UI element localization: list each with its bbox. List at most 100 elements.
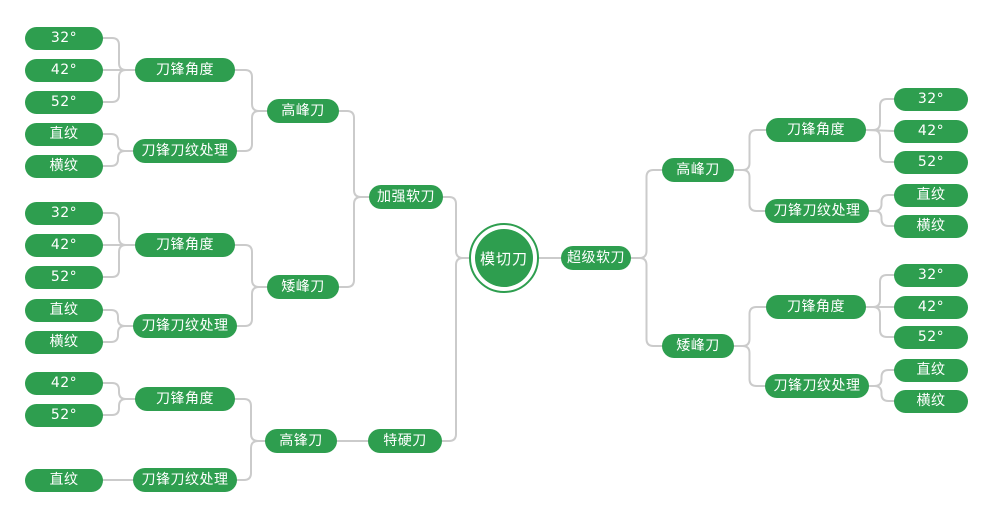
connector-afd-l-b-tex <box>236 286 268 327</box>
mindmap-node-afd-r[interactable]: 矮峰刀 <box>662 334 734 358</box>
connector-d-tex-d-zhi <box>868 194 895 212</box>
mindmap-node-e-tex[interactable]: 刀锋刀纹处理 <box>765 374 869 398</box>
node-label: 高峰刀 <box>676 162 720 178</box>
node-label: 刀锋角度 <box>787 299 845 315</box>
node-label: 刀锋刀纹处理 <box>141 318 229 334</box>
mindmap-node-gfd-r[interactable]: 高峰刀 <box>662 158 734 182</box>
connector-jqrd-gfd-l1 <box>338 110 370 198</box>
node-label: 42° <box>917 299 945 315</box>
mindmap-node-d-zhi[interactable]: 直纹 <box>894 183 968 207</box>
connector-afd-r-e-tex <box>733 345 766 387</box>
connector-d-angle-d-32 <box>865 98 895 131</box>
node-label: 直纹 <box>49 472 79 488</box>
node-label: 横纹 <box>916 393 946 409</box>
node-label: 52° <box>917 154 945 170</box>
node-label: 42° <box>50 375 78 391</box>
mindmap-node-b-zhi[interactable]: 直纹 <box>25 298 103 322</box>
mindmap-node-a-heng[interactable]: 横纹 <box>25 154 103 178</box>
mindmap-node-c-angle[interactable]: 刀锋角度 <box>135 387 235 411</box>
connector-gfd-r-d-angle <box>733 129 767 171</box>
connector-e-tex-e-heng <box>868 385 895 402</box>
mindmap-node-c-zhi[interactable]: 直纹 <box>25 468 103 492</box>
mindmap-node-b-42[interactable]: 42° <box>25 233 103 257</box>
connector-b-tex-b-heng <box>102 325 134 343</box>
mindmap-node-e-angle[interactable]: 刀锋角度 <box>766 295 866 319</box>
node-label: 32° <box>50 205 78 221</box>
node-label: 42° <box>50 237 78 253</box>
mindmap-node-afd-l[interactable]: 矮峰刀 <box>267 275 339 299</box>
node-label: 52° <box>50 94 78 110</box>
mindmap-node-e-32[interactable]: 32° <box>894 263 968 287</box>
mindmap-node-d-tex[interactable]: 刀锋刀纹处理 <box>765 199 869 223</box>
mindmap-node-d-32[interactable]: 32° <box>894 87 968 111</box>
root-node-inner-circle: 模切刀 <box>475 229 533 287</box>
mindmap-node-b-52[interactable]: 52° <box>25 265 103 289</box>
connector-e-angle-e-32 <box>865 274 895 308</box>
node-label: 高峰刀 <box>281 103 325 119</box>
mindmap-node-d-heng[interactable]: 横纹 <box>894 214 968 238</box>
mindmap-node-b-tex[interactable]: 刀锋刀纹处理 <box>133 314 237 338</box>
mindmap-node-b-heng[interactable]: 横纹 <box>25 330 103 354</box>
connector-gfd-l2-c-tex <box>236 440 266 481</box>
mindmap-node-e-52[interactable]: 52° <box>894 325 968 349</box>
node-label: 刀锋角度 <box>787 122 845 138</box>
connector-afd-r-e-angle <box>733 306 767 347</box>
node-label: 高锋刀 <box>279 433 323 449</box>
connector-gfd-l1-a-angle <box>234 69 268 112</box>
node-label: 42° <box>917 123 945 139</box>
connector-a-angle-a-52 <box>102 69 136 103</box>
connector-a-angle-a-32 <box>102 37 136 71</box>
node-label: 直纹 <box>49 302 79 318</box>
mindmap-node-jqrd[interactable]: 加强软刀 <box>369 185 443 209</box>
node-label: 刀锋刀纹处理 <box>773 378 861 394</box>
node-label: 横纹 <box>49 334 79 350</box>
mindmap-node-a-tex[interactable]: 刀锋刀纹处理 <box>133 139 237 163</box>
mindmap-node-e-zhi[interactable]: 直纹 <box>894 358 968 382</box>
node-label: 52° <box>50 269 78 285</box>
mindmap-node-e-heng[interactable]: 横纹 <box>894 389 968 413</box>
mindmap-node-a-52[interactable]: 52° <box>25 90 103 114</box>
node-label: 矮峰刀 <box>281 279 325 295</box>
connector-b-angle-b-32 <box>102 212 136 246</box>
mindmap-node-d-42[interactable]: 42° <box>894 119 968 143</box>
node-label: 直纹 <box>916 187 946 203</box>
mindmap-node-d-angle[interactable]: 刀锋角度 <box>766 118 866 142</box>
mindmap-node-gfd-l1[interactable]: 高峰刀 <box>267 99 339 123</box>
mindmap-node-a-32[interactable]: 32° <box>25 26 103 50</box>
connector-gfd-l1-a-tex <box>236 110 268 152</box>
node-label: 52° <box>50 407 78 423</box>
mindmap-node-a-42[interactable]: 42° <box>25 58 103 82</box>
node-label: 刀锋角度 <box>156 391 214 407</box>
connector-jqrd-afd-l <box>338 196 370 288</box>
connector-cjrd-afd-r <box>630 257 663 347</box>
connector-d-angle-d-52 <box>865 129 895 163</box>
mindmap-node-b-32[interactable]: 32° <box>25 201 103 225</box>
mindmap-node-a-zhi[interactable]: 直纹 <box>25 122 103 146</box>
node-label: 特硬刀 <box>383 433 427 449</box>
mindmap-node-b-angle[interactable]: 刀锋角度 <box>135 233 235 257</box>
mindmap-node-root[interactable]: 模切刀 <box>469 223 539 293</box>
connector-cjrd-gfd-r <box>630 169 663 259</box>
connector-b-tex-b-zhi <box>102 309 134 327</box>
connector-a-tex-a-heng <box>102 150 134 167</box>
connector-a-tex-a-zhi <box>102 133 134 152</box>
mindmap-node-teyd[interactable]: 特硬刀 <box>368 429 442 453</box>
connector-e-tex-e-zhi <box>868 369 895 387</box>
mindmap-node-c-42[interactable]: 42° <box>25 371 103 395</box>
node-label: 横纹 <box>916 218 946 234</box>
mindmap-node-cjrd[interactable]: 超级软刀 <box>561 246 631 270</box>
mindmap-node-e-42[interactable]: 42° <box>894 295 968 319</box>
mindmap-node-d-52[interactable]: 52° <box>894 150 968 174</box>
mindmap-node-c-52[interactable]: 52° <box>25 403 103 427</box>
mindmap-node-gfd-l2[interactable]: 高锋刀 <box>265 429 337 453</box>
mindmap-node-c-tex[interactable]: 刀锋刀纹处理 <box>133 468 237 492</box>
node-label: 32° <box>917 91 945 107</box>
root-node-label: 模切刀 <box>479 249 528 268</box>
connector-c-angle-c-52 <box>102 398 136 416</box>
mindmap-node-a-angle[interactable]: 刀锋角度 <box>135 58 235 82</box>
connector-e-angle-e-52 <box>865 306 895 338</box>
connector-d-tex-d-heng <box>868 210 895 227</box>
connector-c-angle-c-42 <box>102 382 136 400</box>
